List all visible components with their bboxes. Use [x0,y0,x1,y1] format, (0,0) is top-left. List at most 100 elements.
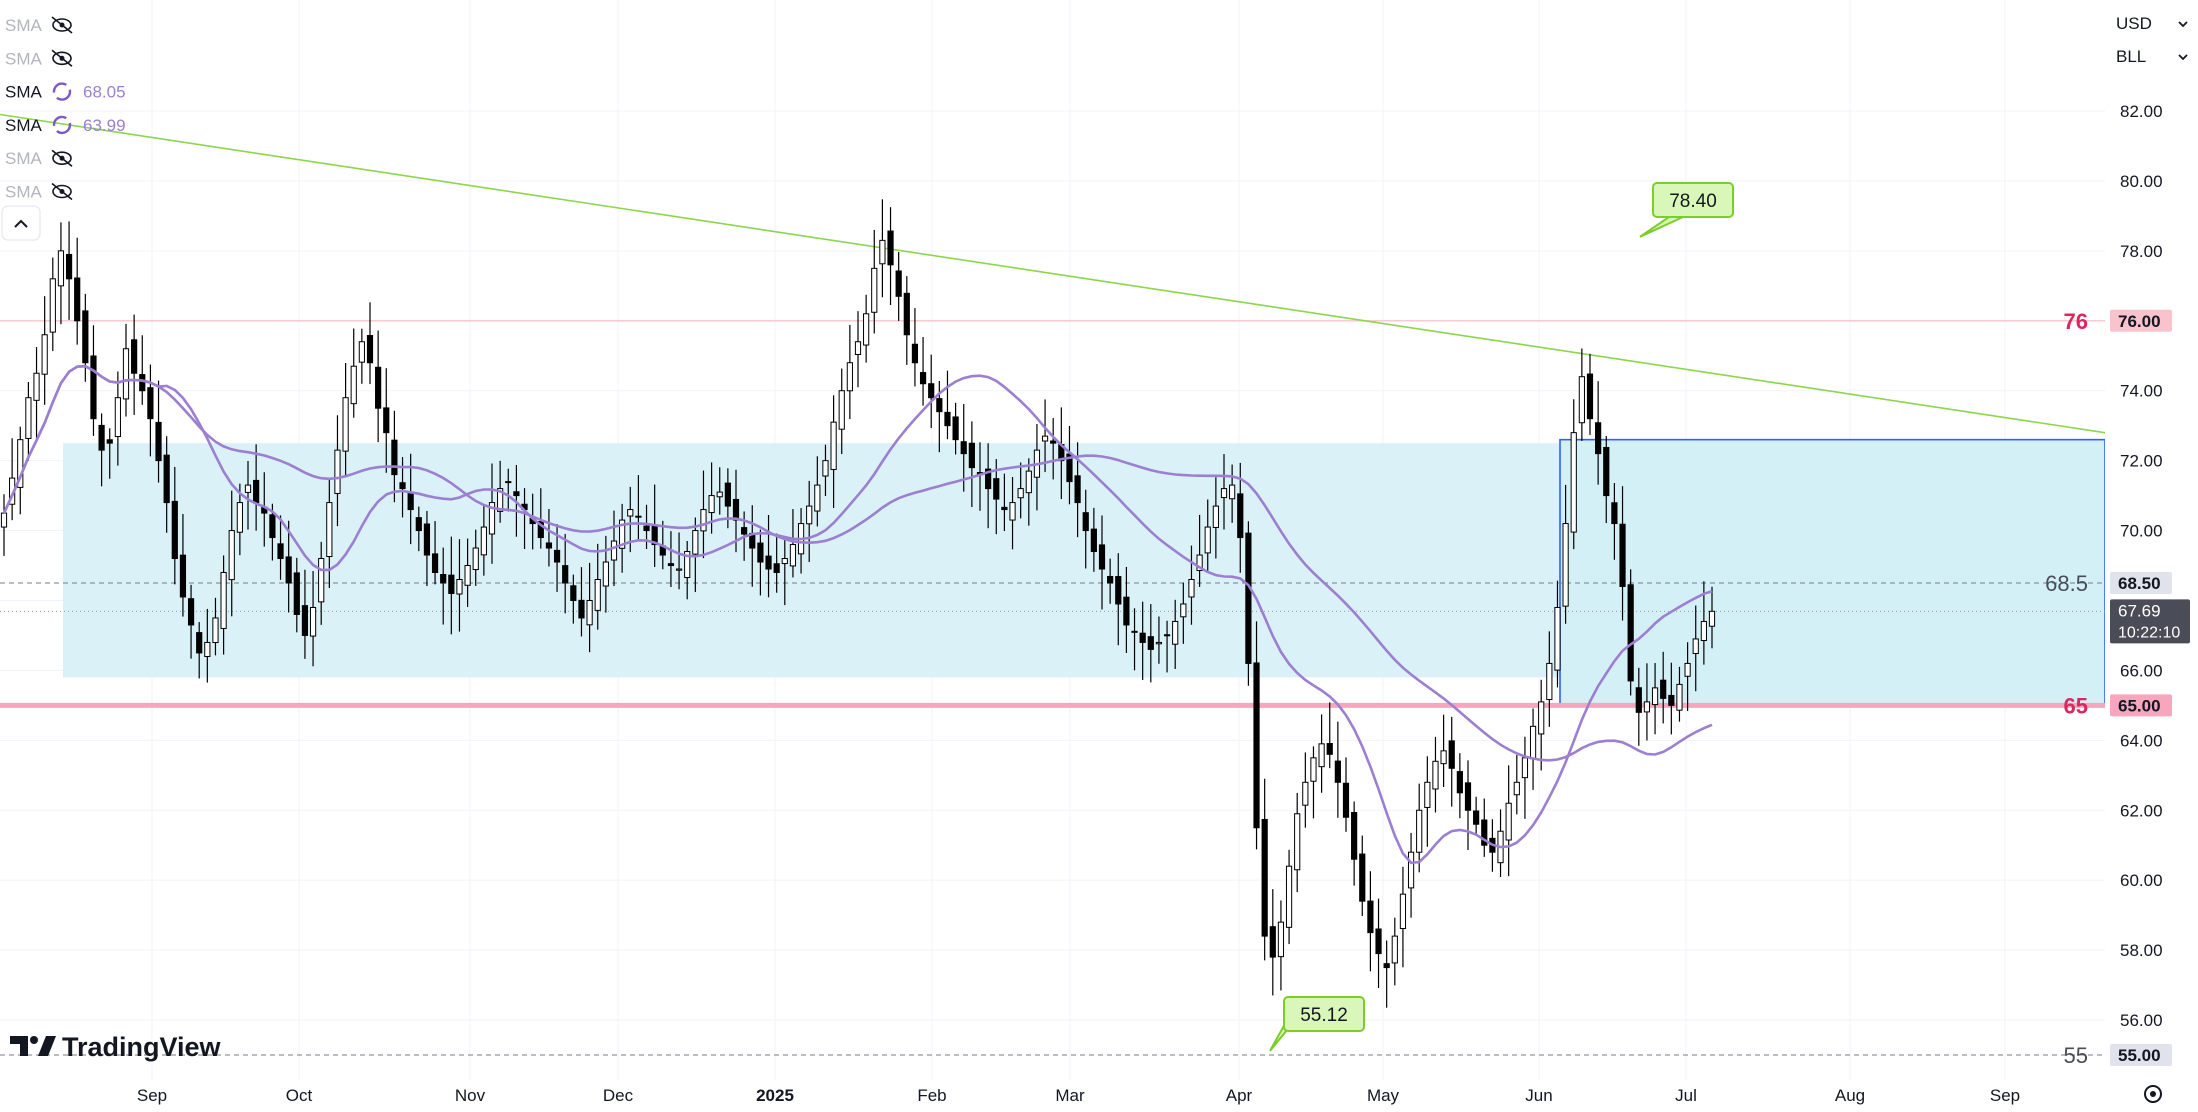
level-tag-55 [2110,1044,2172,1066]
candle-body [1050,440,1057,444]
candle-body [667,563,675,567]
legend-collapse-button[interactable] [1,205,41,241]
candle-body [375,366,382,409]
candle-body [98,424,105,451]
candle-body [822,460,829,477]
candle-body [456,579,463,595]
level-tag-text: 55.00 [2118,1046,2161,1065]
candle-body [326,502,333,557]
time-tick: Dec [603,1086,634,1105]
candle-body [700,509,707,532]
candle-body [562,565,569,584]
indicator-legend: SMA SMA SMA 68.05 SMA 63.99 SMA SMA [5,16,126,202]
eye-off-icon[interactable] [51,149,73,167]
candle-body [684,551,691,579]
candle-body [863,313,870,346]
sma-50-line [2,364,1713,762]
level-tag-68.5 [2110,572,2172,594]
candle-body [993,478,1000,500]
candle-body [1359,853,1366,902]
legend-sma-label: SMA [5,183,43,202]
candle-body [895,270,902,297]
candle-body [1554,606,1561,671]
candle-body [163,454,170,504]
candle-body [1424,781,1431,808]
candle-body [74,277,81,322]
candle-body [1074,475,1081,504]
candle-body [838,390,845,430]
eye-off-icon[interactable] [51,49,73,67]
candles [0,199,1716,1008]
callouts: 78.40 55.12 [1269,182,1734,1052]
last-price-value: 67.69 [2118,601,2161,620]
candle-body [1432,760,1439,790]
candle-body [724,482,731,507]
level-label-55: 55 [2064,1043,2088,1068]
currency-selector[interactable]: USD [2116,14,2188,33]
candle-body [627,509,634,517]
time-tick: Mar [1055,1086,1085,1105]
candle-body [1318,743,1325,768]
candle-body [480,526,487,556]
candle-body [1538,701,1545,735]
unit-label[interactable]: BLL [2116,47,2146,66]
price-tick: 64.00 [2120,731,2163,750]
candle-body [1570,432,1577,533]
candle-body [1627,584,1634,682]
candle-body [358,341,365,363]
eye-off-icon[interactable] [51,16,73,34]
candle-body [171,500,178,560]
candle-body [692,530,699,555]
candle-body [1562,523,1569,607]
time-tick: Sep [1990,1086,2020,1105]
candle-body [1505,802,1512,841]
settings-gear-icon[interactable] [2144,1085,2162,1103]
time-tick: Jul [1675,1086,1697,1105]
brand-name: TradingView [62,1032,222,1062]
candle-body [1342,782,1350,818]
candle-body [464,565,471,586]
candle-body [399,482,406,490]
callout-box [1283,996,1365,1032]
candle-body [423,523,431,556]
candle-body [1310,757,1317,782]
candle-body [1212,505,1219,528]
candle-body [919,372,927,385]
price-axis[interactable]: 82.00 80.00 78.00 74.00 72.00 70.00 66.00 64.00… [2105,0,2198,1080]
callout-55.12: 55.12 [1269,996,1365,1052]
price-tick: 58.00 [2120,941,2163,960]
level-label-76: 76 [2064,309,2088,334]
eye-off-icon[interactable] [51,182,73,201]
candle-body [789,544,797,567]
candle-body [1676,683,1683,711]
candle-body [25,397,32,439]
candle-body [1269,926,1276,958]
candle-body [1155,641,1163,645]
price-tick: 74.00 [2120,382,2163,401]
candle-body [1204,526,1211,554]
price-tick: 78.00 [2120,242,2163,261]
loading-icon[interactable] [52,115,72,135]
candle-body [1253,662,1260,829]
last-price-tag [2110,599,2190,644]
tradingview-logo[interactable]: TradingView [10,1032,222,1062]
level-tag-text: 68.50 [2118,574,2161,593]
loading-icon[interactable] [52,82,72,101]
chevron-down-icon [2178,54,2188,61]
time-axis[interactable]: Sep Oct Nov Dec 2025 Feb Mar Apr May Jun Jul Aug Sep [137,1086,2020,1105]
time-tick: Oct [286,1086,313,1105]
zones [63,438,2106,707]
callout-label: 55.12 [1300,1005,1348,1026]
descending-trendline [0,113,2106,434]
candle-body [1619,523,1626,587]
candle-body [415,517,422,532]
currency-label[interactable]: USD [2116,14,2152,33]
candle-body [1635,687,1642,713]
candle-body [578,599,585,619]
callout-box [1652,182,1734,218]
level-tag-text: 76.00 [2118,312,2161,331]
unit-selector[interactable]: BLL [2116,47,2188,66]
chevron-up-icon [14,219,28,228]
time-tick: Feb [917,1086,946,1105]
